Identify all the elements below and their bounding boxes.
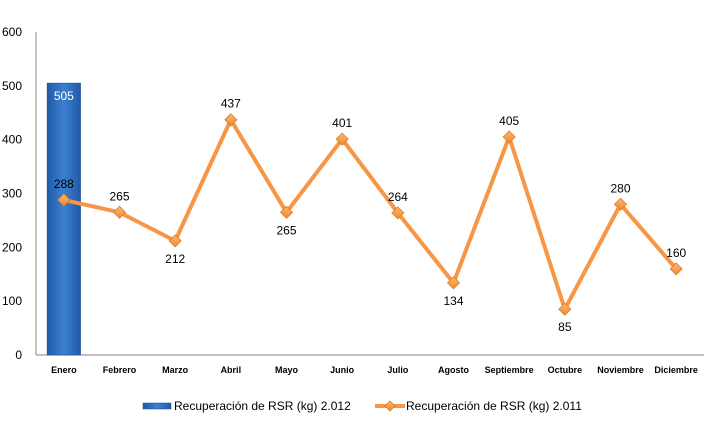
x-tick-label: Octubre — [548, 365, 583, 375]
x-tick-label: Abril — [221, 365, 242, 375]
line-marker — [446, 276, 461, 290]
x-tick-label: Junio — [330, 365, 355, 375]
line-marker — [558, 302, 572, 316]
y-tick-label: 300 — [2, 187, 22, 201]
x-tick-label: Agosto — [438, 365, 469, 375]
bar — [46, 82, 81, 356]
line-data-label: 264 — [388, 190, 408, 204]
line-data-label: 265 — [276, 223, 296, 237]
x-tick-label: Septiembre — [485, 365, 534, 375]
line-data-label: 401 — [332, 116, 352, 130]
legend: Recuperación de RSR (kg) 2.012 Recuperaci… — [142, 399, 582, 413]
y-tick-label: 400 — [2, 133, 22, 147]
line-data-label: 85 — [558, 320, 572, 334]
axes: 0 100 200 300 400 500 600 Enero Febrero Marzo Abri… — [2, 25, 704, 375]
line-marker — [168, 234, 182, 248]
line-marker — [279, 205, 294, 219]
line-data-label: 437 — [221, 97, 241, 111]
x-tick-label: Marzo — [162, 365, 189, 375]
series-line — [61, 117, 679, 312]
y-tick-label: 0 — [15, 348, 22, 362]
line-series — [57, 113, 683, 316]
line-data-label: 288 — [54, 177, 74, 191]
bar-data-label: 505 — [54, 89, 74, 103]
legend-marker — [384, 400, 396, 412]
data-labels: 505 288 265 212 437 265 401 264 134 405 85 280 160 — [54, 89, 687, 334]
line-data-label: 405 — [499, 114, 519, 128]
y-tick-label: 200 — [2, 240, 22, 254]
x-tick-label: Julio — [387, 365, 409, 375]
line-marker — [613, 197, 628, 211]
line-marker — [112, 205, 127, 219]
y-tick-label: 600 — [2, 25, 22, 39]
line-data-label: 280 — [610, 181, 630, 195]
line-data-label: 212 — [165, 252, 185, 266]
legend-swatch-bar — [142, 402, 172, 410]
line-data-label: 134 — [443, 294, 463, 308]
x-tick-label: Mayo — [275, 365, 299, 375]
line-marker — [57, 193, 71, 207]
line-marker — [669, 262, 683, 276]
x-tick-label: Noviembre — [597, 365, 644, 375]
x-tick-label: Enero — [51, 365, 77, 375]
line-data-label: 160 — [666, 246, 686, 260]
y-tick-label: 100 — [2, 294, 22, 308]
legend-label: Recuperación de RSR (kg) 2.011 — [406, 399, 582, 413]
x-tick-label: Febrero — [103, 365, 137, 375]
line-marker — [502, 130, 516, 144]
bar-series — [46, 82, 81, 356]
line-data-label: 265 — [109, 189, 129, 203]
x-tick-label: Diciembre — [654, 365, 698, 375]
line-marker — [391, 206, 405, 220]
line-marker — [335, 132, 349, 146]
y-tick-label: 500 — [2, 79, 22, 93]
line-marker — [224, 113, 238, 127]
legend-label: Recuperación de RSR (kg) 2.012 — [174, 399, 351, 413]
